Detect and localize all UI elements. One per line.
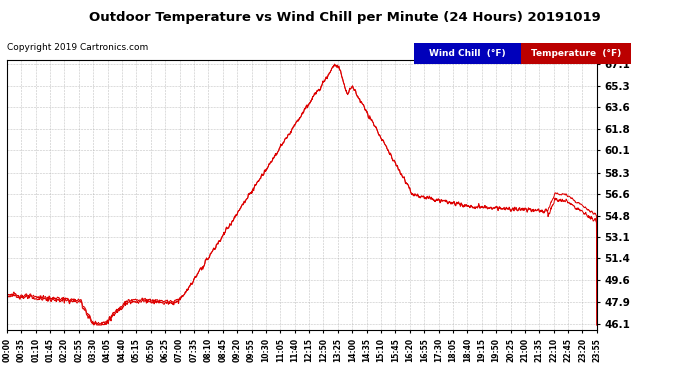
Text: Outdoor Temperature vs Wind Chill per Minute (24 Hours) 20191019: Outdoor Temperature vs Wind Chill per Mi… (89, 11, 601, 24)
Text: Copyright 2019 Cartronics.com: Copyright 2019 Cartronics.com (7, 43, 148, 52)
Text: Wind Chill  (°F): Wind Chill (°F) (429, 49, 506, 58)
Text: Temperature  (°F): Temperature (°F) (531, 49, 621, 58)
